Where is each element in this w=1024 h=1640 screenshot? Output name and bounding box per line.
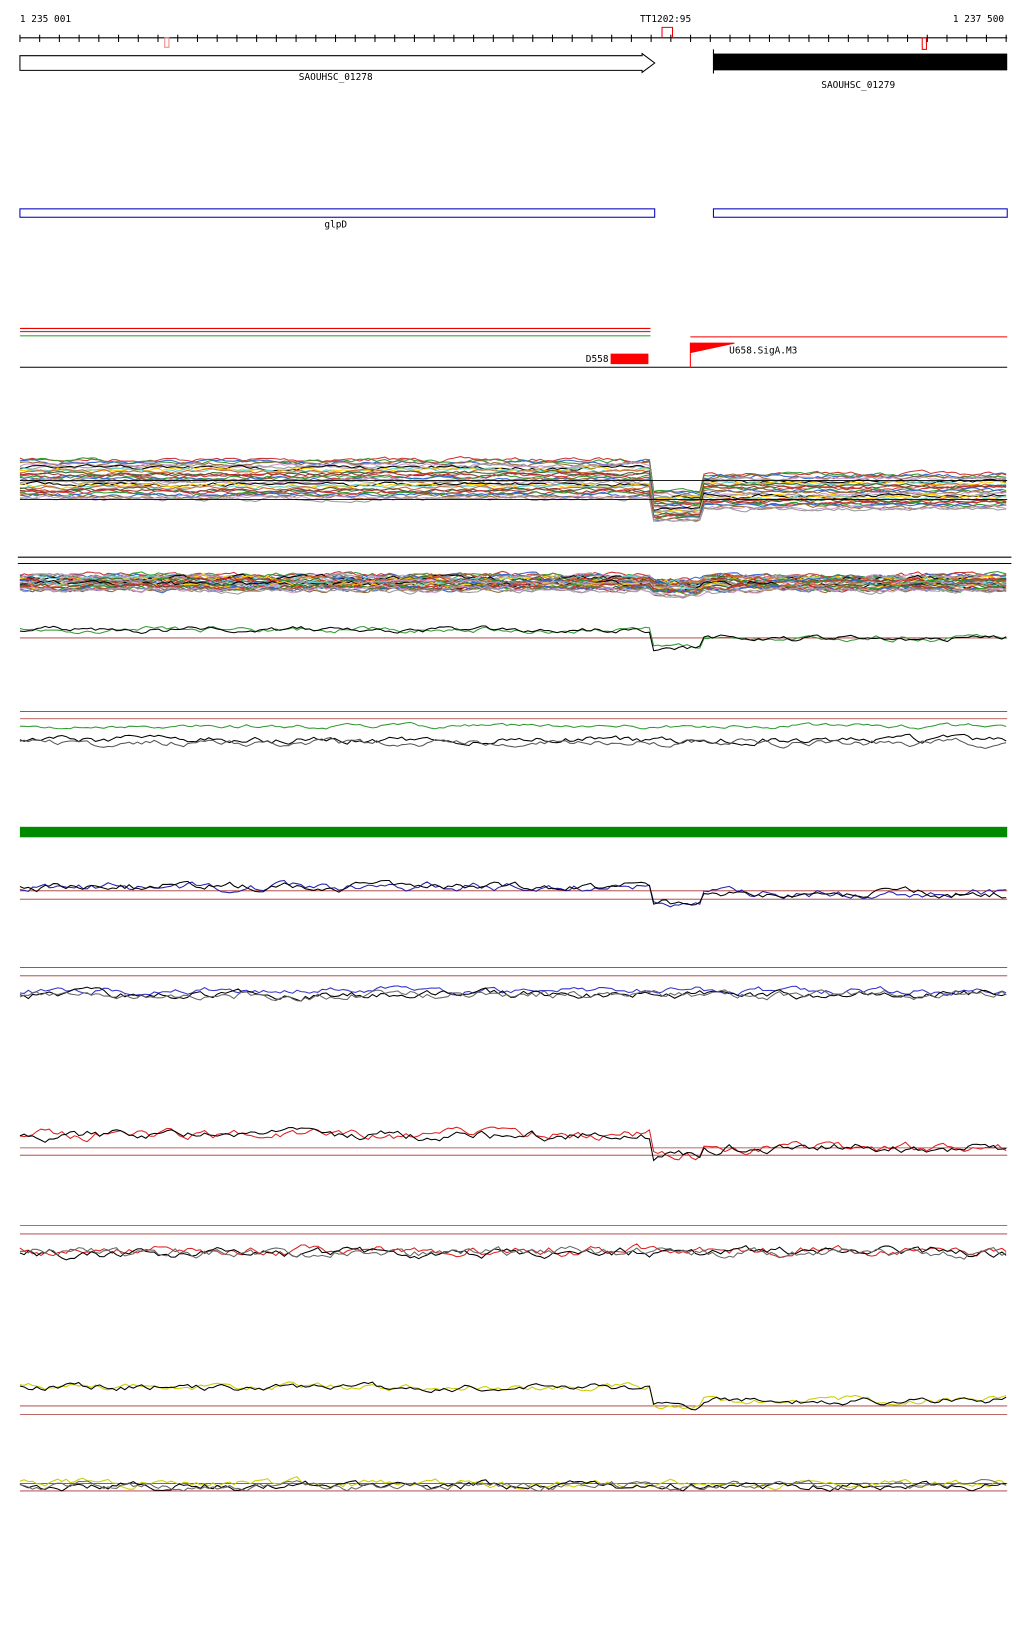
expression-trace [19, 625, 1007, 649]
operon-box [712, 208, 1008, 218]
coverage-bar [19, 826, 1008, 838]
expression-trace [19, 986, 1007, 1002]
expression-trace [19, 1245, 1007, 1261]
gene-box [713, 53, 1008, 71]
ruler-start: 1 235 001 [20, 14, 71, 25]
tick-flag [164, 37, 170, 48]
ruler-marker: TT1202:95 [640, 14, 691, 25]
feature-label: U658.SigA.M3 [729, 346, 797, 357]
marker-flag [661, 26, 674, 38]
feature-label: D558 [586, 354, 609, 365]
promoter-flag [689, 342, 735, 368]
expression-trace [19, 464, 1007, 500]
expression-trace [19, 494, 1007, 523]
expression-trace [19, 1381, 1007, 1411]
feature-box [610, 353, 649, 365]
expression-trace [19, 472, 1007, 507]
expression-trace [19, 477, 1007, 511]
gene-arrow [19, 52, 656, 74]
ruler-end: 1 237 500 [953, 14, 1004, 25]
expression-trace [19, 482, 1007, 514]
expression-trace [19, 879, 1007, 908]
operon-box [19, 208, 656, 218]
operon-label: glpD [324, 220, 347, 231]
expression-trace [19, 733, 1007, 747]
expression-trace [19, 721, 1007, 730]
expression-trace [19, 1126, 1007, 1162]
expression-trace [19, 1381, 1007, 1410]
expression-trace [19, 585, 1007, 599]
expression-trace [19, 736, 1007, 749]
expression-trace [19, 1479, 1007, 1492]
expression-trace [19, 1245, 1007, 1260]
expression-trace [19, 625, 1007, 652]
expression-trace [19, 486, 1007, 516]
tick-flag [921, 37, 927, 50]
expression-trace [19, 487, 1007, 519]
gene-label: SAOUHSC_01279 [821, 80, 895, 91]
expression-trace [19, 880, 1007, 906]
expression-trace [19, 1126, 1007, 1161]
expression-trace [19, 985, 1007, 997]
expression-trace [19, 576, 1007, 588]
gene-label: SAOUHSC_01278 [299, 72, 373, 83]
expression-trace [19, 989, 1007, 1002]
expression-trace [19, 456, 1007, 494]
expression-trace [19, 1479, 1007, 1492]
expression-trace [19, 460, 1007, 498]
